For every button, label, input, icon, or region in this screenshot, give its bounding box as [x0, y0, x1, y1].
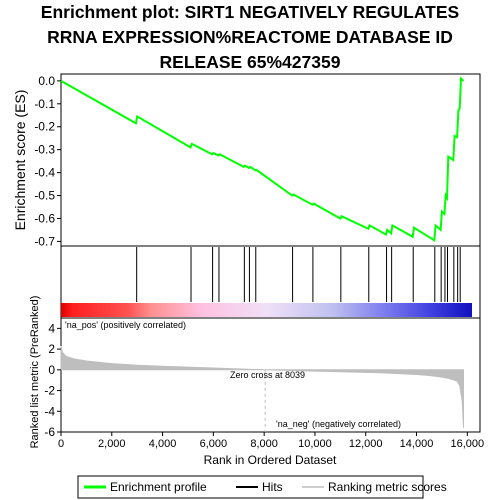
es-ytick-label: -0.6 [34, 211, 55, 225]
x-tick-label: 0 [58, 438, 64, 450]
metric-panel: Zero cross at 8039 'na_pos' (positively … [44, 317, 481, 439]
x-tick-label: 12,000 [349, 438, 383, 450]
x-axis: 0 2,000 4,000 6,000 8,000 10,000 12,000 14,000 1… [58, 432, 484, 450]
legend-label: Ranking metric scores [328, 480, 447, 494]
title-line-1: Enrichment plot: SIRT1 NEGATIVELY REGULA… [40, 2, 460, 22]
es-ytick-label: 0.0 [38, 74, 55, 88]
legend-label: Enrichment profile [110, 480, 207, 494]
x-tick-label: 14,000 [400, 438, 434, 450]
x-tick-label: 16,000 [450, 438, 484, 450]
x-tick-label: 10,000 [298, 438, 332, 450]
legend-label: Hits [262, 480, 283, 494]
es-panel: 0.0 -0.1 -0.2 -0.3 -0.4 -0.5 -0.6 -0.7 [34, 73, 481, 248]
title-line-2: RRNA EXPRESSION%REACTOME DATABASE ID [47, 27, 453, 47]
chart-title: Enrichment plot: SIRT1 NEGATIVELY REGULA… [0, 0, 500, 75]
zero-cross-label: Zero cross at 8039 [230, 370, 305, 380]
x-tick-label: 6,000 [200, 438, 228, 450]
metric-ytick-label: 4 [48, 321, 55, 335]
metric-axis-label: Ranked list metric (PreRanked) [29, 296, 41, 449]
metric-ytick-label: -6 [44, 425, 55, 439]
metric-ytick-label: -2 [44, 384, 55, 398]
es-ytick-label: -0.1 [34, 97, 55, 111]
x-tick-label: 2,000 [98, 438, 126, 450]
es-ytick-label: -0.2 [34, 120, 55, 134]
neg-correlated-label: 'na_neg' (negatively correlated) [276, 419, 401, 429]
enrichment-profile-line [60, 76, 465, 243]
metric-ytick-label: 2 [48, 342, 55, 356]
legend: Enrichment profile Hits Ranking metric sco… [77, 475, 447, 499]
es-ytick-label: -0.4 [34, 166, 55, 180]
title-line-3: RELEASE 65%427359 [159, 52, 341, 72]
rank-color-bar [61, 303, 472, 317]
pos-correlated-label: 'na_pos' (positively correlated) [65, 320, 186, 330]
hits-panel [60, 245, 481, 319]
metric-ytick-label: 0 [48, 363, 55, 377]
es-ytick-label: -0.5 [34, 189, 55, 203]
x-tick-label: 8,000 [250, 438, 278, 450]
x-axis-label: Rank in Ordered Dataset [204, 453, 337, 467]
ranking-metric-area [60, 345, 464, 428]
metric-panel-frame [60, 317, 481, 433]
es-panel-frame [60, 73, 481, 247]
metric-ytick-label: -4 [44, 404, 55, 418]
es-ytick-label: -0.3 [34, 143, 55, 157]
es-axis-label: Enrichment score (ES) [12, 90, 28, 231]
es-ytick-label: -0.7 [34, 234, 55, 248]
x-tick-label: 4,000 [149, 438, 177, 450]
